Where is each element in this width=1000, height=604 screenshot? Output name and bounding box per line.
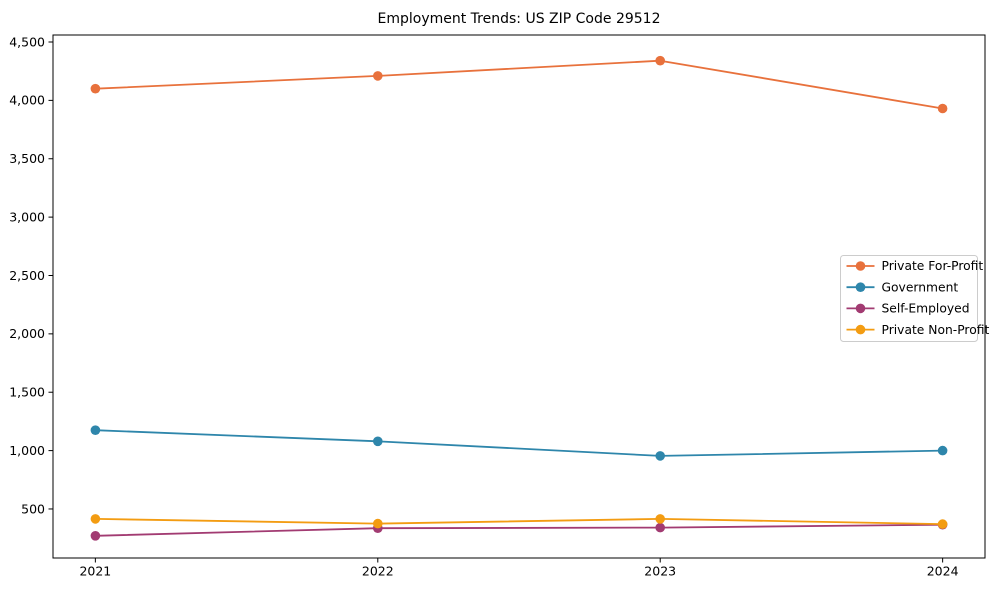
data-point-marker-private-non-profit bbox=[655, 514, 665, 524]
legend-item-self-employed: Self-Employed bbox=[846, 302, 970, 316]
legend-item-private-non-profit: Private Non-Profit bbox=[846, 323, 990, 337]
data-point-marker-private-for-profit bbox=[373, 71, 383, 81]
y-tick-label: 3,500 bbox=[9, 151, 45, 166]
y-tick-label: 1,500 bbox=[9, 385, 45, 400]
series-line-government bbox=[94, 429, 944, 457]
data-point-marker-government bbox=[373, 436, 383, 447]
series-line-private-for-profit bbox=[94, 59, 944, 110]
legend-label: Private Non-Profit bbox=[882, 323, 990, 337]
data-point-marker-private-non-profit bbox=[90, 514, 101, 524]
y-tick-label: 2,000 bbox=[9, 326, 45, 341]
y-tick-label: 4,500 bbox=[9, 34, 45, 49]
y-tick-label: 3,000 bbox=[9, 209, 45, 224]
legend: Private For-Profit Government Self-Employe… bbox=[840, 255, 990, 342]
data-point-marker-self-employed bbox=[90, 531, 101, 541]
axes-spines bbox=[52, 34, 986, 559]
data-point-marker-private-for-profit bbox=[655, 55, 665, 66]
legend-label: Self-Employed bbox=[882, 302, 970, 316]
legend-label: Government bbox=[882, 280, 959, 294]
data-point-marker-private-non-profit bbox=[937, 519, 948, 529]
data-point-marker-private-non-profit bbox=[373, 518, 383, 529]
x-tick-label: 2022 bbox=[362, 564, 394, 579]
data-point-marker-private-for-profit bbox=[90, 83, 101, 94]
legend-sample-marker bbox=[855, 261, 866, 271]
chart-title: Employment Trends: US ZIP Code 29512 bbox=[378, 11, 661, 27]
y-tick-label: 1,000 bbox=[9, 443, 45, 458]
plot-area: 500 1,000 1,500 2,000 2,500 3,000 3,500 4,000 4,… bbox=[9, 34, 989, 578]
legend-item-private-for-profit: Private For-Profit bbox=[846, 259, 984, 273]
data-point-marker-self-employed bbox=[655, 522, 665, 533]
series-line-private-non-profit bbox=[94, 518, 944, 525]
y-tick-label: 2,500 bbox=[9, 268, 45, 283]
legend-sample-marker bbox=[855, 303, 866, 314]
legend-label: Private For-Profit bbox=[882, 259, 984, 273]
y-tick-label: 4,000 bbox=[9, 93, 45, 108]
data-point-marker-government bbox=[655, 451, 665, 461]
legend-item-government: Government bbox=[846, 280, 959, 294]
y-tick-label: 500 bbox=[21, 501, 45, 516]
data-point-marker-private-for-profit bbox=[937, 103, 948, 114]
x-tick-label: 2024 bbox=[927, 564, 959, 579]
legend-sample-marker bbox=[855, 324, 866, 335]
data-point-marker-government bbox=[90, 425, 101, 436]
x-tick-label: 2021 bbox=[79, 564, 111, 579]
legend-box bbox=[840, 255, 978, 342]
data-point-marker-government bbox=[937, 445, 948, 456]
legend-sample-marker bbox=[855, 282, 866, 293]
x-tick-label: 2023 bbox=[644, 564, 676, 579]
series-line-self-employed bbox=[94, 523, 944, 537]
